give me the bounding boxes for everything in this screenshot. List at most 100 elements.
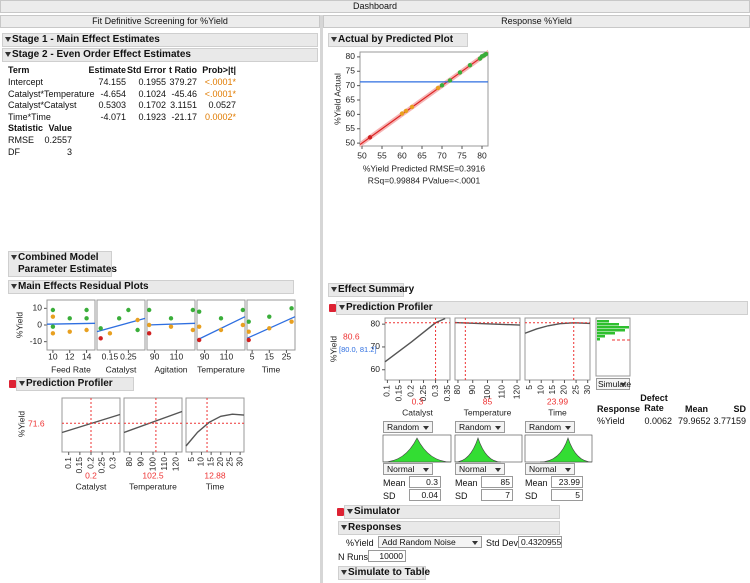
data-point (483, 51, 489, 57)
residual-point (168, 316, 174, 321)
section-header[interactable]: Effect Summary (328, 283, 414, 297)
mean-input[interactable]: 85 (481, 476, 513, 488)
residual-point (246, 329, 251, 334)
section-header[interactable]: Actual by Predicted Plot (328, 33, 468, 47)
section-header[interactable]: Simulate to Table (338, 566, 430, 580)
residual-point (50, 324, 56, 329)
column-header: Value (48, 123, 72, 133)
x-tick-label: 14 (82, 351, 92, 361)
table-cell: 0.0002* (204, 112, 236, 123)
random-dropdown[interactable]: Random (383, 421, 433, 433)
simulate-button[interactable]: Simulate (596, 378, 632, 390)
noise-dropdown[interactable]: Add Random Noise (378, 536, 482, 548)
x-tick-label: 12 (65, 351, 75, 361)
data-point (367, 135, 373, 140)
residual-point (196, 309, 202, 314)
fit-statistics: RSq=0.99884 PValue=<.0001 (368, 175, 481, 185)
table-cell: Time*Time (8, 112, 51, 123)
x-tick-label: 60 (397, 150, 407, 160)
residual-point (267, 314, 272, 319)
x-tick-label: 25 (570, 385, 580, 395)
x-tick-label: 5 (250, 351, 255, 361)
residual-point (135, 327, 140, 333)
section-header[interactable]: Simulator (337, 505, 560, 519)
x-tick-label: 20 (559, 385, 569, 395)
y-tick-label: 70 (346, 80, 356, 90)
distribution-dropdown[interactable]: Normal (525, 463, 575, 475)
x-tick-label: 90 (150, 351, 160, 361)
sd-input[interactable]: 5 (551, 489, 583, 501)
distribution-dropdown[interactable]: Normal (383, 463, 433, 475)
plot-frame (384, 317, 451, 381)
plot-frame (246, 299, 296, 351)
x-tick-label: 0.25 (418, 385, 428, 402)
sd-label: SD (455, 491, 468, 501)
x-tick-label: 25 (225, 457, 235, 467)
x-tick-label: 0.2 (406, 385, 416, 397)
x-axis-label: %Yield Predicted RMSE=0.3916 (363, 163, 486, 173)
residual-point (126, 307, 131, 313)
x-tick-label: 120 (511, 385, 521, 399)
n-runs-input[interactable]: 10000 (368, 550, 406, 562)
section-header[interactable]: Combined Model Parameter Estimates (8, 251, 117, 277)
section-header[interactable]: Stage 2 - Even Order Effect Estimates (2, 48, 318, 62)
x-tick-label: 10 (48, 351, 58, 361)
x-tick-label: 90 (200, 351, 210, 361)
section-header[interactable]: Prediction Profiler (9, 377, 134, 391)
x-tick-label: 80 (452, 385, 462, 395)
table-cell: Catalyst*Catalyst (8, 100, 77, 111)
y-axis-label: %Yield (14, 312, 24, 338)
residual-point (240, 322, 246, 328)
x-tick-label: 70 (437, 150, 447, 160)
y-tick-label: 80 (346, 51, 356, 61)
mean-input[interactable]: 23.99 (551, 476, 583, 488)
random-dropdown[interactable]: Random (525, 421, 575, 433)
y-tick-label: 75 (346, 66, 356, 76)
table-cell: -4.654 (100, 88, 126, 99)
x-tick-label: 80 (477, 150, 487, 160)
table-cell: <.0001* (204, 88, 236, 99)
residual-point (67, 316, 72, 321)
section-header[interactable]: Stage 1 - Main Effect Estimates (2, 33, 318, 47)
section-header[interactable]: Main Effects Residual Plots (8, 280, 294, 294)
std-dev-input[interactable]: 0.4320955 (518, 536, 562, 548)
sd-input[interactable]: 7 (481, 489, 513, 501)
table-cell: DF (8, 147, 20, 157)
factor-label: Temperature (129, 481, 177, 491)
residual-point (146, 307, 152, 313)
x-tick-label: 50 (357, 150, 367, 160)
mean-input[interactable]: 0.3 (409, 476, 441, 488)
table-cell: 0.1024 (138, 88, 166, 99)
distribution-dropdown[interactable]: Normal (455, 463, 505, 475)
table-cell: -21.17 (171, 112, 197, 123)
profile-curve (123, 410, 183, 434)
divider (320, 15, 323, 583)
residual-point (50, 331, 56, 336)
x-tick-label: 55 (377, 150, 387, 160)
x-tick-label: 5 (524, 385, 534, 390)
y-tick-label: 60 (346, 109, 356, 119)
simulated-histogram (595, 317, 631, 377)
x-tick-label: 90 (467, 385, 477, 395)
y-tick-label: 50 (346, 137, 356, 147)
data-point (467, 63, 473, 68)
sd-input[interactable]: 0.04 (409, 489, 441, 501)
current-response: 71.6 (28, 418, 45, 428)
residual-point (289, 306, 294, 311)
table-cell: 3.1151 (170, 100, 197, 111)
plot-frame (185, 397, 245, 453)
random-dropdown[interactable]: Random (455, 421, 505, 433)
x-tick-label: 0.1 (382, 385, 392, 397)
distribution-plots (382, 434, 593, 463)
table-cell: -4.071 (100, 112, 126, 123)
section-header[interactable]: Prediction Profiler (329, 301, 748, 315)
fit-line (46, 322, 96, 325)
section-header[interactable]: Responses (338, 521, 560, 535)
mean-label: Mean (455, 478, 478, 488)
table-cell: 0.1923 (138, 112, 166, 123)
x-tick-label: 80 (124, 457, 134, 467)
table-cell: 0.5303 (98, 100, 126, 111)
x-tick-label: 100 (147, 457, 157, 471)
residual-point (240, 307, 246, 313)
